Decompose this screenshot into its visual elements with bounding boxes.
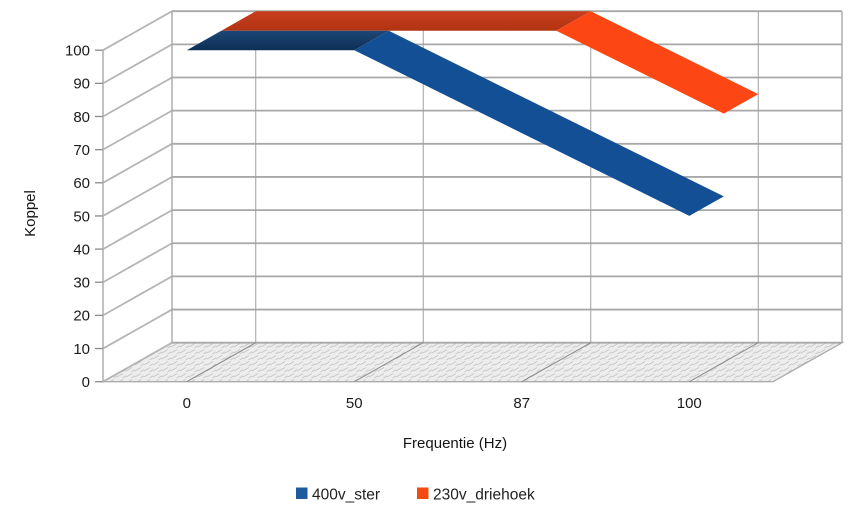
- leftwall-gridline-80: [102, 76, 173, 118]
- legend-label-230v_driehoek: 230v_driehoek: [433, 487, 535, 504]
- leftwall-gridline-50: [102, 176, 173, 217]
- legend-swatch-400v_ster: [296, 487, 308, 499]
- axis-tick-labels: 0 10 20 30 40 50 60 70 80 90 100 0 50 87 100: [65, 43, 702, 413]
- ribbon-230v_driehoek-flat: [221, 11, 591, 31]
- legend-label-400v_ster: 400v_ster: [312, 487, 380, 504]
- ribbon-230v_driehoek-sloped: [556, 11, 759, 114]
- x-tickmark-0: [186, 342, 256, 383]
- ribbon-400v_ster-sloped: [354, 30, 724, 216]
- y-tick-label-0: 0: [82, 374, 90, 391]
- y-tick-label-90: 90: [73, 76, 90, 93]
- y-tick-label-20: 20: [73, 308, 90, 325]
- y-tick-label-100: 100: [65, 43, 90, 60]
- leftwall-gridline-20: [102, 275, 173, 317]
- x-tick-label-100: 100: [677, 395, 702, 412]
- x-tickmark-100: [689, 342, 759, 383]
- ribbon-400v_ster-flat: [186, 30, 389, 51]
- legend-swatch-230v_driehoek: [417, 487, 429, 499]
- chart-floor: [100, 342, 845, 383]
- y-tick-label-70: 70: [73, 142, 90, 159]
- x-tickmark-50: [354, 342, 424, 383]
- x-tickmark-87: [521, 342, 591, 383]
- y-axis-title: Koppel: [22, 190, 39, 237]
- leftwall-gridline-60: [102, 143, 173, 184]
- x-tick-label-50: 50: [346, 395, 363, 412]
- leftwall-gridline-0: [102, 341, 173, 383]
- chart-walls-and-floor: [95, 10, 845, 383]
- leftwall-gridline-40: [102, 209, 173, 250]
- y-tick-label-80: 80: [73, 109, 90, 126]
- x-tick-label-87: 87: [513, 395, 530, 412]
- y-tick-label-40: 40: [73, 241, 90, 258]
- y-tick-label-50: 50: [73, 208, 90, 225]
- y-tick-label-60: 60: [73, 175, 90, 192]
- x-tick-label-0: 0: [183, 395, 191, 412]
- ribbon-series-group: [186, 11, 759, 216]
- legend: 400v_ster 230v_driehoek: [296, 487, 535, 504]
- x-axis-title: Frequentie (Hz): [403, 435, 507, 452]
- leftwall-gridline-100: [102, 10, 173, 51]
- leftwall-gridline-30: [102, 242, 173, 284]
- leftwall-gridline-90: [102, 43, 173, 85]
- y-tick-label-10: 10: [73, 341, 90, 358]
- y-tick-label-30: 30: [73, 275, 90, 292]
- leftwall-gridline-10: [102, 308, 173, 350]
- leftwall-gridline-70: [102, 109, 173, 151]
